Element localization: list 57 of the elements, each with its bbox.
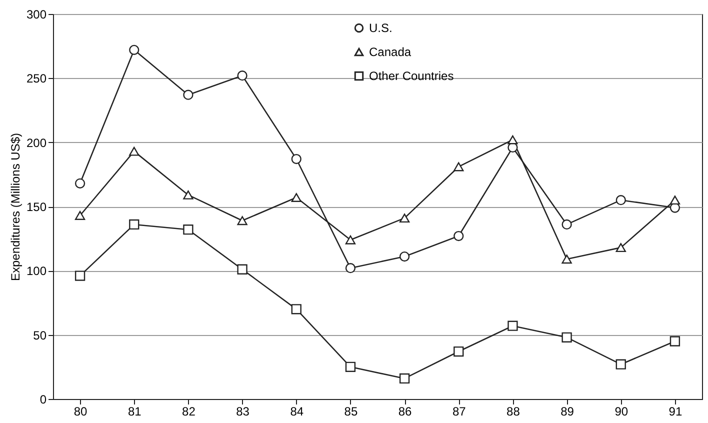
x-tick-label: 83 bbox=[236, 404, 250, 418]
point bbox=[183, 190, 194, 200]
x-tick-label: 81 bbox=[128, 404, 142, 418]
point bbox=[183, 224, 194, 235]
point bbox=[129, 219, 140, 230]
point bbox=[291, 193, 302, 202]
point bbox=[399, 251, 410, 262]
point bbox=[237, 264, 248, 274]
point bbox=[399, 373, 410, 384]
x-tick-label: 84 bbox=[290, 404, 304, 418]
point bbox=[237, 70, 248, 81]
y-tick-label: 200 bbox=[26, 136, 47, 150]
point bbox=[508, 320, 518, 331]
point bbox=[129, 44, 140, 55]
x-tick-label: 91 bbox=[668, 404, 682, 418]
point bbox=[129, 146, 140, 156]
point bbox=[616, 359, 626, 370]
point bbox=[345, 362, 356, 372]
point bbox=[616, 243, 626, 252]
point bbox=[562, 219, 572, 230]
legend-label: Other Countries bbox=[369, 69, 454, 83]
x-tick-label: 80 bbox=[74, 404, 88, 418]
y-tick-label: 0 bbox=[40, 392, 47, 406]
point bbox=[74, 178, 86, 188]
point bbox=[74, 270, 86, 281]
point bbox=[345, 263, 356, 274]
point bbox=[562, 254, 572, 264]
x-tick-label: 89 bbox=[560, 404, 574, 418]
y-tick-label: 50 bbox=[33, 328, 47, 342]
x-tick-label: 85 bbox=[344, 404, 358, 418]
y-tick-label: 300 bbox=[26, 8, 47, 22]
point bbox=[237, 216, 248, 226]
point bbox=[399, 214, 410, 223]
point bbox=[454, 346, 464, 357]
point bbox=[616, 195, 626, 206]
point bbox=[183, 90, 194, 100]
point bbox=[291, 304, 302, 314]
point bbox=[670, 336, 680, 346]
point bbox=[670, 196, 680, 205]
x-tick-label: 87 bbox=[452, 404, 466, 418]
y-axis-title: Expenditures (Millions US$) bbox=[8, 132, 22, 282]
x-tick-label: 82 bbox=[182, 404, 196, 418]
point bbox=[562, 332, 572, 342]
point bbox=[454, 230, 464, 242]
y-tick-label: 100 bbox=[26, 264, 47, 278]
y-tick-label: 150 bbox=[26, 200, 47, 214]
x-tick-label: 90 bbox=[614, 404, 628, 418]
legend-label: U.S. bbox=[369, 21, 392, 35]
point bbox=[508, 135, 518, 144]
x-tick-label: 88 bbox=[506, 404, 520, 418]
point bbox=[345, 235, 356, 244]
point bbox=[291, 154, 302, 164]
legend-label: Canada bbox=[369, 45, 412, 59]
point bbox=[74, 211, 86, 220]
x-tick-label: 86 bbox=[398, 404, 412, 418]
y-tick-label: 250 bbox=[26, 72, 47, 86]
point bbox=[454, 162, 464, 172]
